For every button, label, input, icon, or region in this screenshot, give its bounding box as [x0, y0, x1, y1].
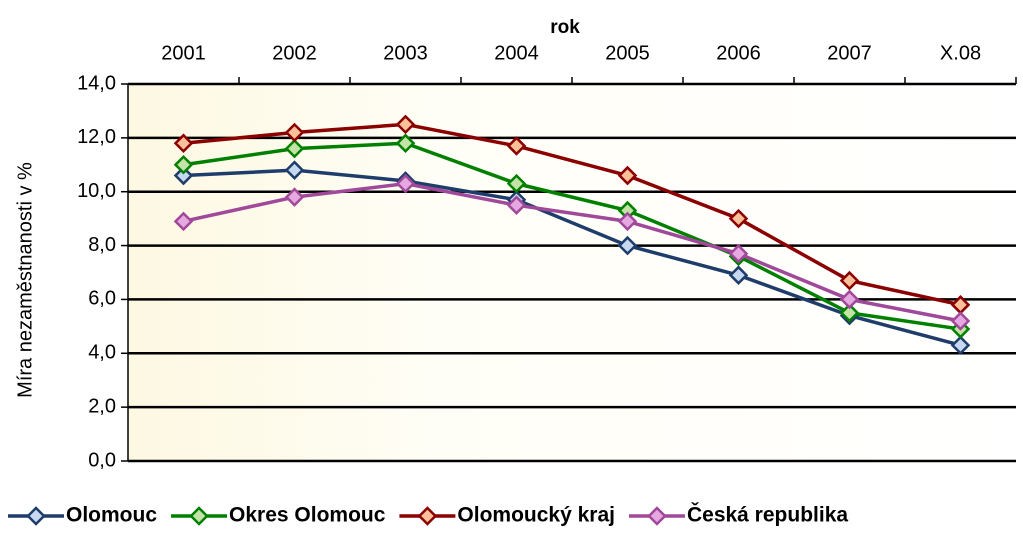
series-line: [183, 168, 961, 347]
marker: [839, 270, 860, 291]
marker: [284, 187, 305, 207]
marker: [617, 165, 638, 186]
y-tick-label: 14,0: [77, 72, 116, 94]
marker: [284, 122, 305, 143]
legend-label: Okres Olomouc: [229, 504, 386, 527]
legend-marker: [647, 506, 667, 526]
series-line: [183, 141, 961, 331]
x-axis-title: rok: [550, 17, 580, 38]
x-tick-label: 2007: [827, 42, 872, 64]
y-tick-label: 6,0: [88, 288, 116, 310]
x-tick-label: X.08: [940, 42, 981, 64]
legend-marker: [26, 506, 46, 526]
marker: [395, 133, 416, 154]
marker: [617, 211, 638, 232]
legend-label: Česká republika: [687, 503, 848, 527]
marker: [839, 303, 860, 323]
x-tick-label: 2004: [494, 42, 539, 64]
marker: [284, 138, 305, 159]
series-line: [183, 181, 961, 323]
y-tick-label: 8,0: [88, 234, 116, 256]
y-tick-label: 12,0: [77, 126, 116, 148]
marker: [617, 235, 638, 256]
marker: [506, 136, 527, 156]
marker: [173, 165, 194, 186]
plot-area: [128, 84, 1016, 461]
y-tick-label: 2,0: [88, 395, 116, 417]
legend-marker: [189, 506, 209, 526]
marker: [728, 208, 749, 229]
marker: [839, 289, 860, 310]
x-tick-label: 2006: [716, 42, 761, 64]
legend-label: Olomoucký kraj: [457, 504, 615, 527]
marker: [506, 173, 527, 194]
marker: [395, 173, 416, 194]
marker: [173, 133, 194, 154]
marker: [506, 195, 527, 215]
x-tick-label: 2005: [605, 42, 650, 64]
y-tick-label: 4,0: [88, 342, 116, 364]
marker: [728, 243, 749, 264]
x-tick-label: 2002: [272, 42, 317, 64]
y-tick-label: 0,0: [88, 449, 116, 471]
marker: [950, 335, 971, 355]
legend-marker: [417, 506, 438, 526]
y-tick-label: 10,0: [77, 180, 116, 202]
x-tick-label: 2001: [161, 42, 206, 64]
marker: [950, 311, 971, 331]
y-axis-title: Míra nezaměstnanosti v %: [14, 162, 36, 398]
x-tick-label: 2003: [383, 42, 428, 64]
marker: [173, 155, 194, 175]
legend-label: Olomouc: [66, 504, 157, 527]
marker: [395, 114, 416, 135]
marker: [728, 265, 749, 285]
legend: Olomouc Okres Olomouc Olomoucký kraj Česká …: [8, 503, 848, 527]
marker: [173, 211, 194, 232]
series-line: [183, 122, 961, 307]
marker: [284, 160, 305, 180]
